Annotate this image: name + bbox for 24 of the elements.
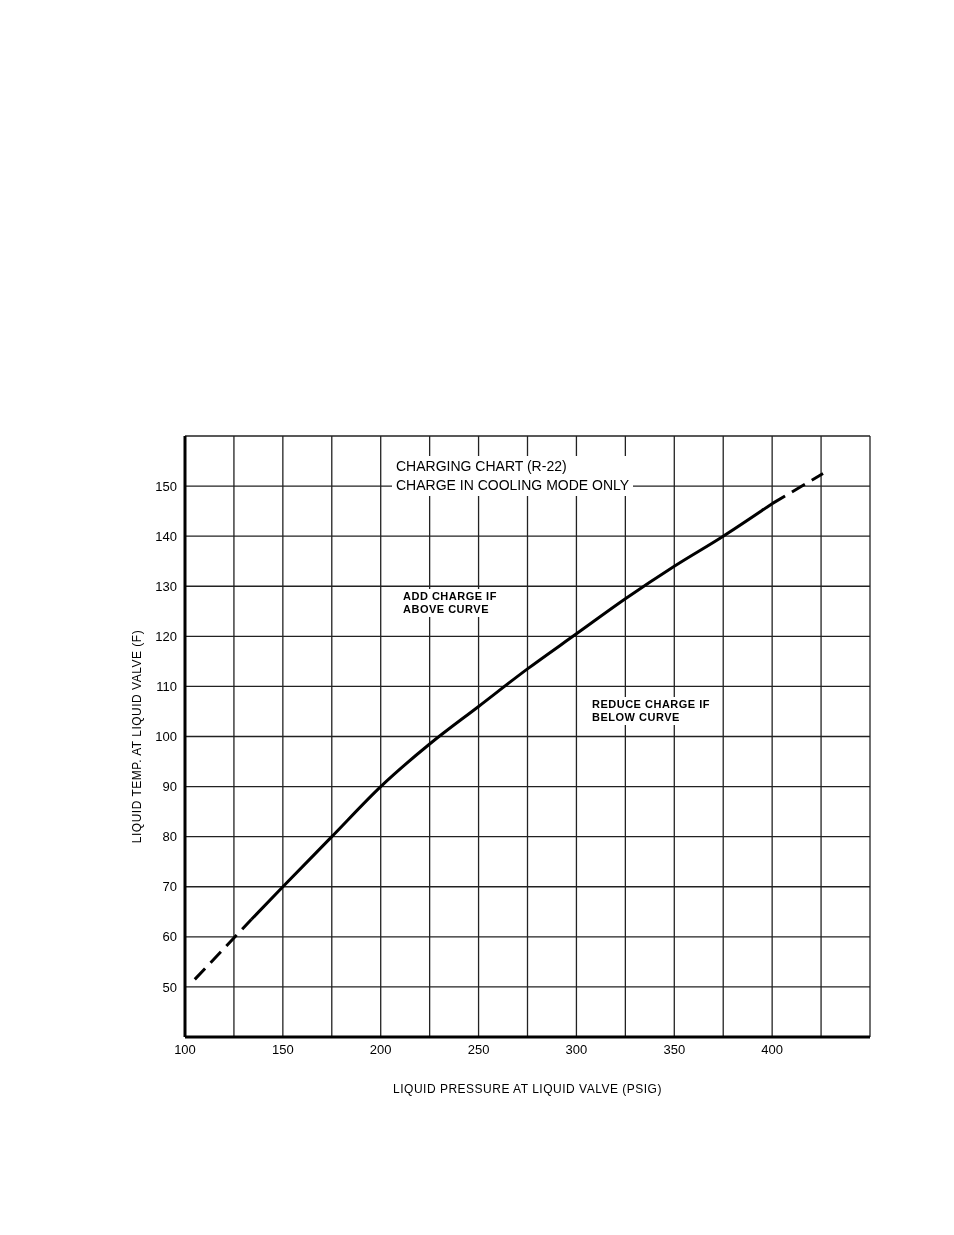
y-tick-label: 130 bbox=[155, 578, 177, 594]
annotation: REDUCE CHARGE IF BELOW CURVE bbox=[589, 697, 719, 725]
y-tick-label: 100 bbox=[155, 729, 177, 745]
text: CHARGE IN COOLING MODE ONLY bbox=[396, 476, 630, 495]
y-tick-label: 90 bbox=[162, 779, 177, 795]
y-tick-label: 60 bbox=[162, 929, 177, 945]
text: CHARGING CHART (R-22) bbox=[396, 457, 568, 476]
y-tick-label: 150 bbox=[155, 478, 177, 494]
y-tick-label: 120 bbox=[155, 628, 177, 644]
y-tick-label: 140 bbox=[155, 528, 177, 544]
x-tick-label: 400 bbox=[761, 1042, 783, 1058]
y-tick-label: 80 bbox=[162, 829, 177, 845]
x-axis-title: LIQUID PRESSURE AT LIQUID VALVE (PSIG) bbox=[393, 1082, 662, 1096]
y-tick-label: 50 bbox=[162, 979, 177, 995]
x-tick-label: 350 bbox=[663, 1042, 686, 1058]
x-tick-label: 100 bbox=[174, 1042, 196, 1058]
annotation: ADD CHARGE IF ABOVE CURVE bbox=[400, 589, 510, 617]
x-tick-label: 300 bbox=[565, 1042, 588, 1058]
y-axis-title: LIQUID TEMP. AT LIQUID VALVE (F) bbox=[130, 629, 145, 844]
x-tick-label: 200 bbox=[369, 1042, 392, 1058]
x-tick-label: 250 bbox=[467, 1042, 490, 1058]
y-tick-label: 70 bbox=[162, 879, 177, 895]
y-tick-label: 110 bbox=[156, 679, 177, 695]
x-tick-label: 150 bbox=[272, 1042, 294, 1058]
